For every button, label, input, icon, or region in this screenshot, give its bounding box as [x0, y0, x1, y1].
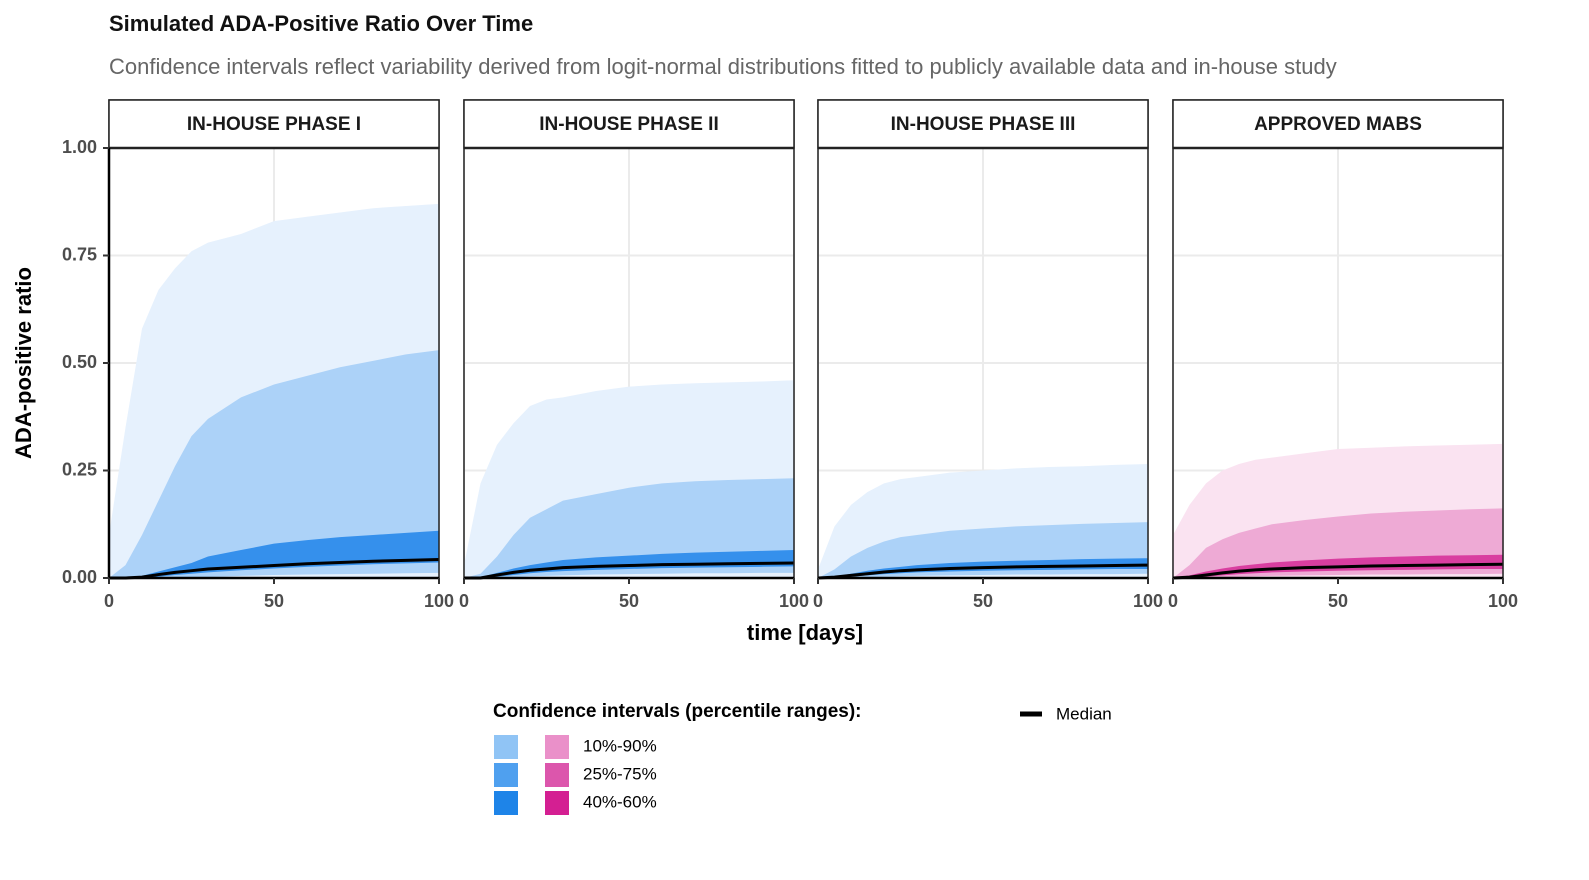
legend-label: 40%-60%	[583, 792, 657, 811]
y-tick-label: 1.00	[62, 137, 97, 157]
chart-title: Simulated ADA-Positive Ratio Over Time	[109, 11, 533, 36]
strip	[1172, 99, 1504, 149]
y-tick-label: 0.50	[62, 352, 97, 372]
median-line	[464, 561, 795, 580]
median-line	[1172, 562, 1504, 580]
ribbon	[464, 550, 794, 578]
strip-label: IN-HOUSE PHASE III	[891, 114, 1076, 135]
chart-subtitle: Confidence intervals reflect variability…	[109, 54, 1337, 79]
x-tick-label: 50	[264, 591, 284, 611]
y-axis-title: ADA-positive ratio	[11, 267, 36, 459]
legend-swatch	[545, 763, 569, 787]
x-tick-label: 50	[1328, 591, 1348, 611]
x-tick-label: 100	[1488, 591, 1518, 611]
ribbon	[109, 530, 439, 578]
median-line	[109, 558, 440, 580]
x-tick-label: 50	[973, 591, 993, 611]
x-tick-label: 0	[459, 591, 469, 611]
x-tick-label: 0	[104, 591, 114, 611]
legend-swatch	[494, 735, 518, 759]
legend-label: 10%-90%	[583, 736, 657, 755]
median-line	[817, 563, 1149, 580]
x-tick-label: 0	[813, 591, 823, 611]
x-tick-label: 100	[424, 591, 454, 611]
legend-swatch	[545, 791, 569, 815]
legend-label: 25%-75%	[583, 764, 657, 783]
legend-swatch	[545, 735, 569, 759]
y-tick-label: 0.00	[62, 567, 97, 587]
legend-swatch	[494, 791, 518, 815]
y-tick-label: 0.25	[62, 459, 97, 479]
x-tick-label: 50	[619, 591, 639, 611]
strip	[817, 99, 1149, 149]
ribbon	[109, 350, 439, 578]
x-axis-title: time [days]	[747, 620, 863, 645]
legend-swatch	[494, 763, 518, 787]
legend-label: Median	[1056, 704, 1112, 723]
strip	[108, 99, 440, 149]
strip-label: APPROVED MABS	[1254, 114, 1422, 135]
y-tick-label: 0.75	[62, 244, 97, 264]
x-tick-label: 100	[779, 591, 809, 611]
x-tick-label: 100	[1133, 591, 1163, 611]
legend-title: Confidence intervals (percentile ranges)…	[493, 701, 862, 722]
x-tick-label: 0	[1168, 591, 1178, 611]
strip	[463, 99, 795, 149]
strip-label: IN-HOUSE PHASE I	[187, 114, 361, 135]
strip-label: IN-HOUSE PHASE II	[539, 114, 718, 135]
